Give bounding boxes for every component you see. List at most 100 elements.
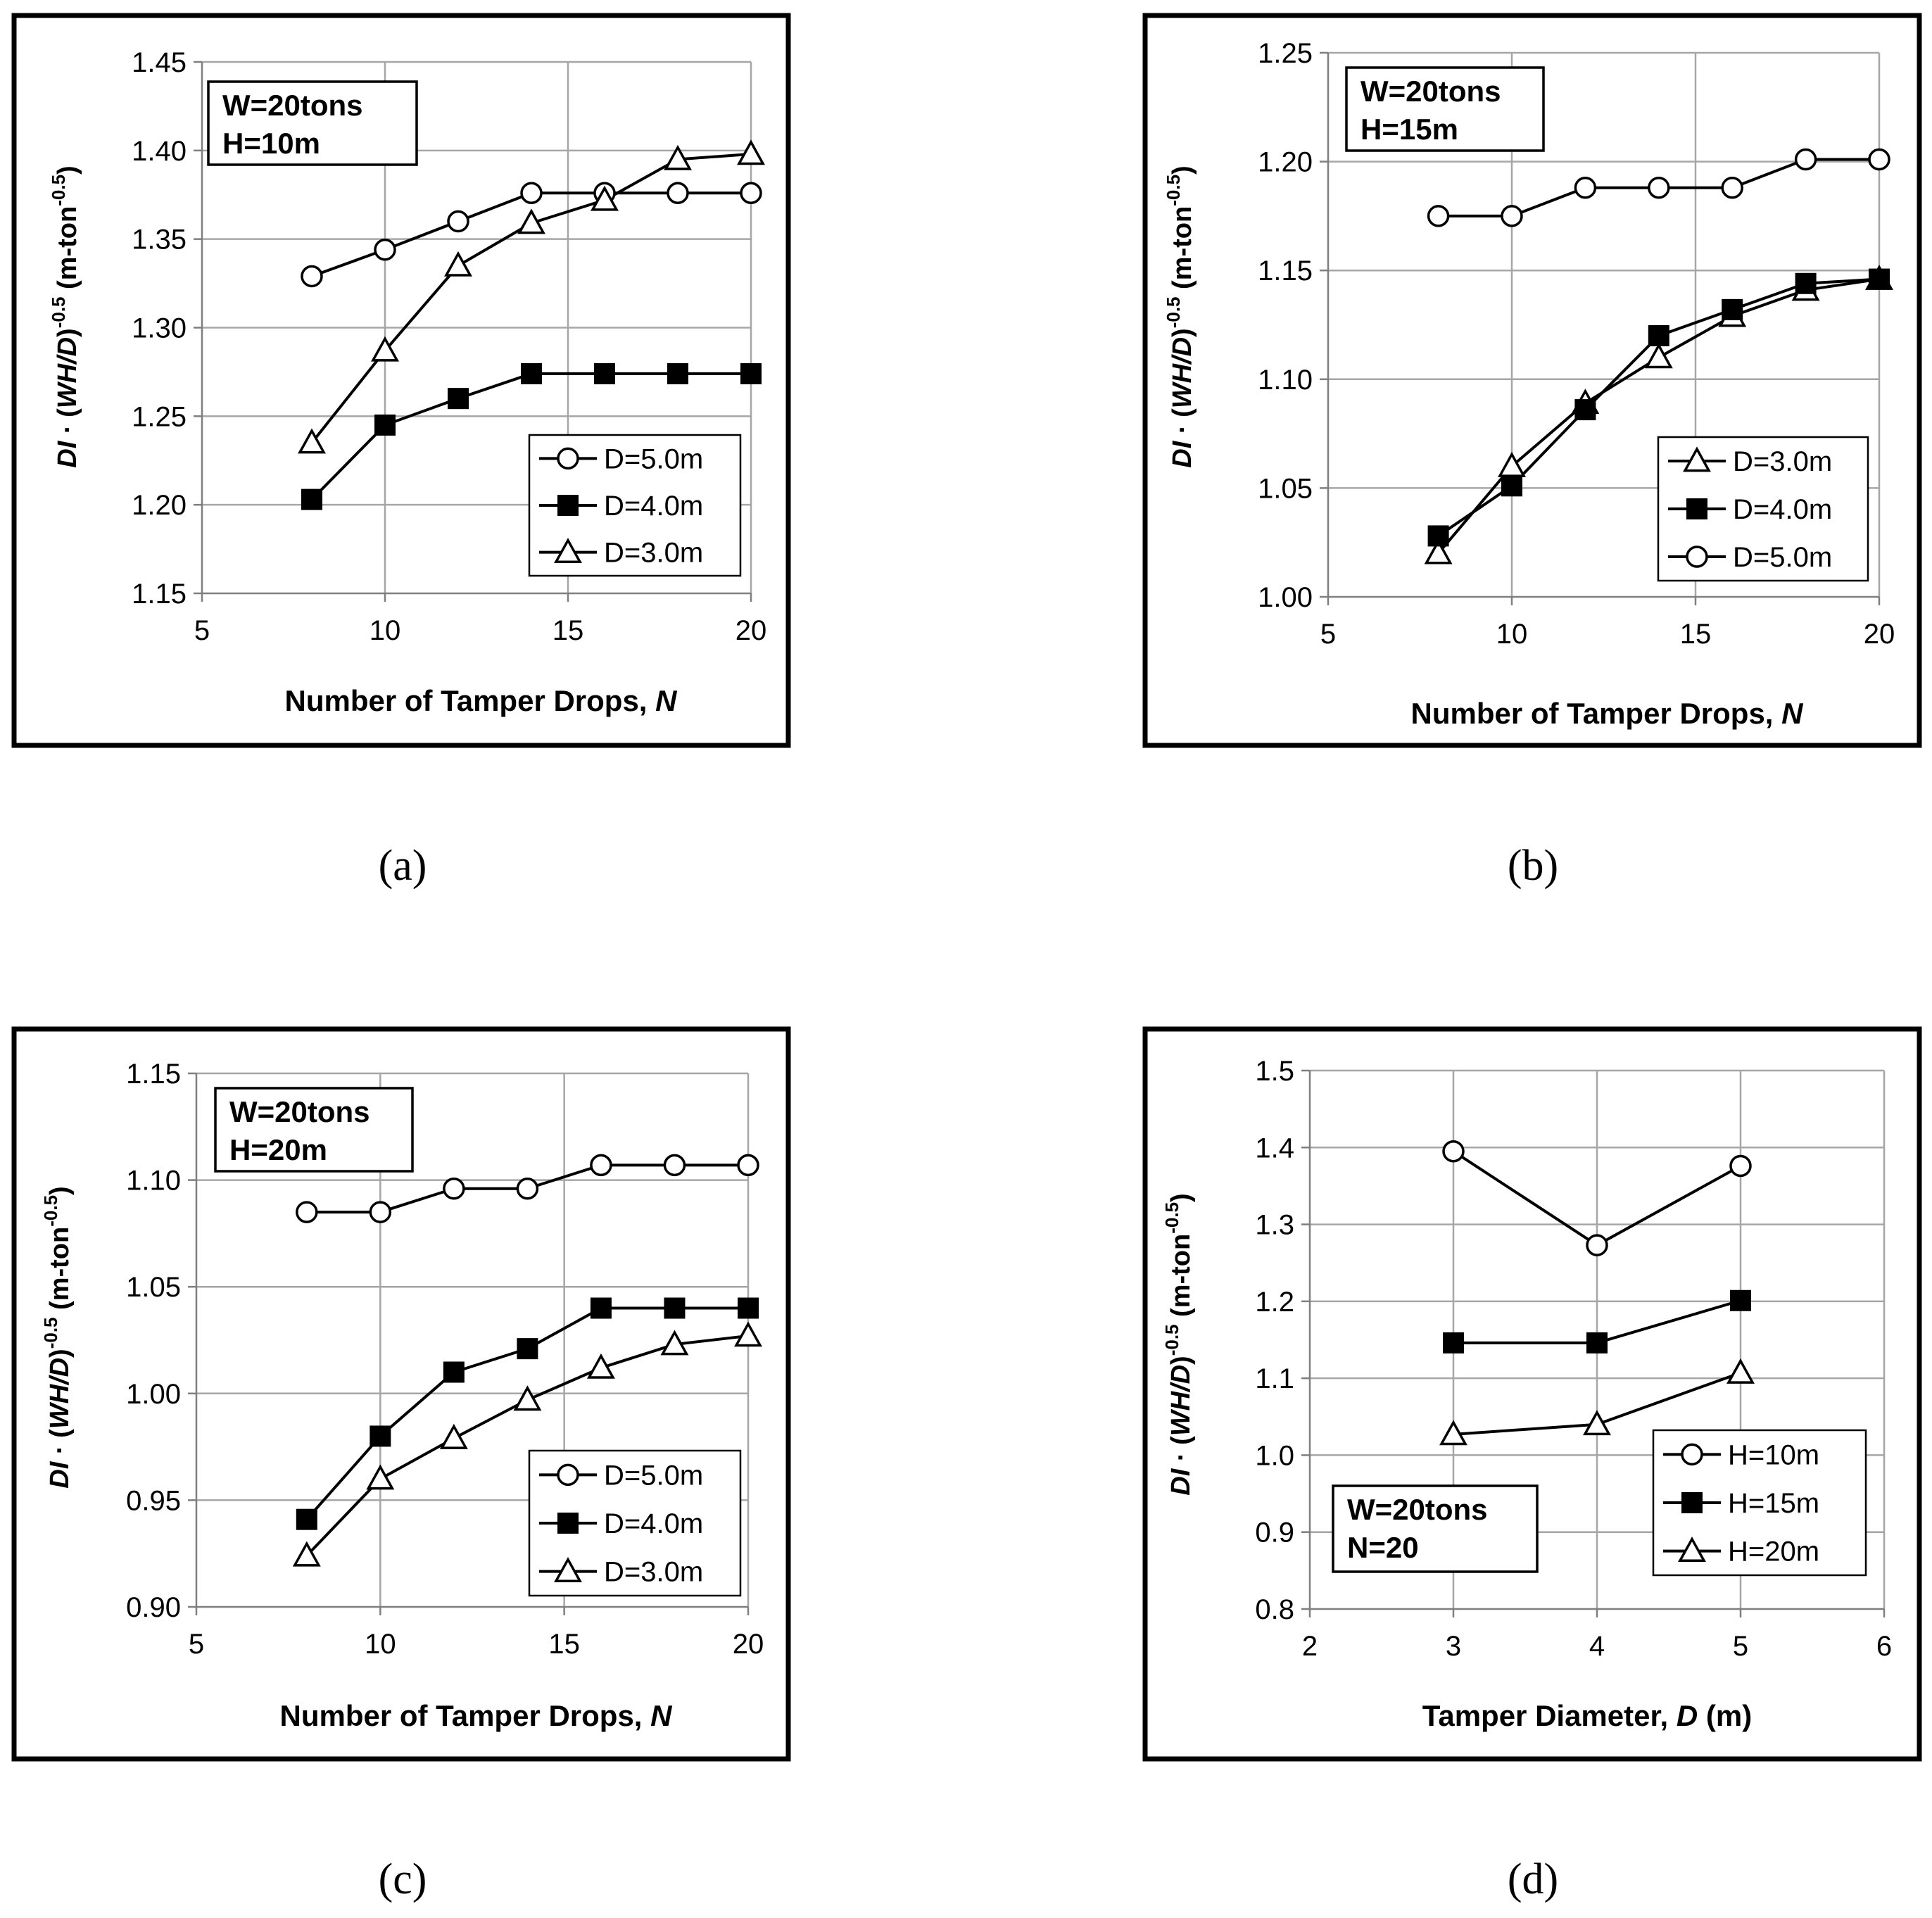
legend-label: D=5.0m: [604, 1460, 703, 1491]
panel-b: 1.00 1.05 1.10 1.15 1.20 1.25 5 10 15 20 D=3.0m D=4…: [1142, 13, 1922, 890]
panel-d: 0.80.91.01.11.21.31.41.52 3 4 5 6H=10mH=15mH…: [1142, 1026, 1922, 1903]
x-tick-label: 15: [1680, 619, 1712, 650]
data-point-circle: [443, 1177, 465, 1200]
data-point-square: [448, 388, 469, 410]
x-tick-label: 3: [1446, 1631, 1461, 1662]
panel-d-frame: [1142, 1026, 1922, 1762]
y-label-unit-open: (m-ton: [1168, 206, 1197, 297]
x-tick-label: 5: [1320, 619, 1336, 650]
annotation-frame: [214, 1087, 414, 1173]
panel-b-x-axis-label: Number of Tamper Drops, N: [1411, 697, 1805, 730]
y-label-paren-open: (: [45, 1429, 75, 1438]
panel-c-plot: 0.90 0.95 1.00 1.05 1.10 1.15 5 10 15 20 D=5.0m D=4…: [126, 1059, 764, 1660]
legend-label: H=10m: [1728, 1439, 1819, 1470]
y-label-unit-open: (m-ton: [53, 206, 82, 297]
y-label-exponent: -0.5: [1161, 1324, 1182, 1356]
legend-label: D=5.0m: [1733, 542, 1832, 573]
data-point-square: [443, 1361, 465, 1383]
data-point-circle: [447, 210, 469, 233]
x-label-var: N: [650, 1699, 673, 1732]
y-label-paren-open: (: [53, 408, 82, 417]
y-tick-label: 0.95: [126, 1485, 181, 1516]
panel-d-caption: (d): [1508, 1855, 1558, 1903]
y-label-ratio: WH/D: [1168, 337, 1197, 408]
y-tick-label: 1.15: [126, 1059, 181, 1090]
y-label-paren-open: (: [1166, 1436, 1196, 1445]
data-point-circle: [590, 1154, 612, 1177]
x-tick-label: 20: [1864, 619, 1895, 650]
y-tick-label: 1.00: [1258, 582, 1313, 613]
data-point-triangle: [517, 208, 545, 234]
data-point-square: [740, 362, 762, 384]
data-point-triangle: [664, 144, 692, 170]
data-point-square: [370, 1425, 391, 1447]
x-label-var: N: [655, 684, 678, 717]
data-point-circle: [667, 182, 689, 204]
y-label-unit-open: (m-ton: [45, 1227, 75, 1318]
data-point-triangle: [444, 251, 472, 277]
x-label-unit: (m): [1698, 1699, 1752, 1732]
legend-marker-square: [1681, 1492, 1703, 1513]
panel-c-x-axis-label: Number of Tamper Drops, N: [280, 1699, 674, 1732]
x-tick-label: 20: [733, 1629, 764, 1660]
panel-a-plot: 1.15 1.20 1.25 1.30 1.35 1.40 1.45 5 10 15 20 D=5.0…: [132, 47, 766, 646]
data-point-circle: [1868, 148, 1890, 171]
y-label-paren-close: ): [1168, 328, 1197, 337]
y-tick-label: 0.8: [1255, 1594, 1294, 1625]
y-tick-label: 1.2: [1255, 1287, 1294, 1318]
y-label-ratio: WH/D: [45, 1358, 75, 1429]
data-point-circle: [1574, 176, 1597, 199]
y-label-dot: ·: [1166, 1445, 1196, 1469]
legend-marker-circle: [1686, 545, 1708, 568]
panel-a-frame: [11, 13, 791, 748]
legend-label: D=3.0m: [1733, 446, 1832, 477]
legend-marker-square: [1686, 498, 1707, 519]
data-point-circle: [1501, 205, 1523, 227]
y-label-unit-close: ): [45, 1186, 75, 1195]
data-point-square: [1869, 268, 1890, 290]
annotation-box: W=20tons H=15m: [1345, 66, 1545, 152]
data-point-square: [1427, 525, 1449, 547]
annotation-line: W=20tons: [1360, 75, 1501, 108]
data-point-square: [590, 1297, 612, 1319]
annotation-line: H=15m: [1360, 113, 1458, 146]
data-point-triangle: [292, 1541, 321, 1567]
y-label-ratio: WH/D: [1166, 1365, 1196, 1436]
y-tick-label: 1.4: [1255, 1132, 1294, 1163]
y-label-paren-close: ): [1166, 1356, 1196, 1365]
data-point-square: [374, 414, 396, 436]
y-tick-label: 0.90: [126, 1592, 181, 1623]
y-label-dot: ·: [1168, 417, 1197, 441]
y-tick-label: 1.15: [132, 579, 187, 610]
panel-d-plot: 0.80.91.01.11.21.31.41.52 3 4 5 6H=10mH=15mH…: [1255, 1056, 1892, 1662]
annotation-box: W=20tons H=10m: [207, 80, 418, 166]
data-point-square: [1574, 399, 1596, 421]
data-point-square: [1586, 1332, 1608, 1354]
data-point-circle: [1794, 148, 1817, 171]
panel-a-y-axis-label: DI · (WH/D)-0.5 (m-ton-0.5): [48, 165, 82, 467]
data-point-triangle: [371, 336, 399, 362]
data-point-triangle: [439, 1423, 468, 1449]
data-point-circle: [1648, 176, 1670, 199]
data-point-circle: [740, 182, 762, 204]
data-point-circle: [1427, 205, 1450, 227]
y-label-exponent: -0.5: [40, 1317, 61, 1349]
y-tick-label: 1.10: [1258, 365, 1313, 396]
data-point-circle: [737, 1154, 759, 1177]
y-label-unit-exponent: -0.5: [1161, 1202, 1182, 1234]
x-tick-label: 15: [553, 615, 584, 646]
legend-marker-circle: [1681, 1443, 1703, 1466]
annotation-frame: [207, 80, 418, 166]
panel-c-frame: [11, 1026, 791, 1762]
x-tick-label: 6: [1876, 1631, 1892, 1662]
data-point-triangle: [1439, 1420, 1467, 1446]
y-label-paren-open: (: [1168, 408, 1197, 417]
y-label-dot: ·: [53, 417, 82, 441]
x-tick-label: 5: [194, 615, 210, 646]
y-label-di: DI: [1168, 440, 1197, 467]
data-point-circle: [296, 1201, 318, 1223]
data-point-square: [1722, 298, 1743, 320]
legend-label: D=3.0m: [604, 538, 703, 569]
data-point-triangle: [1726, 1358, 1755, 1384]
